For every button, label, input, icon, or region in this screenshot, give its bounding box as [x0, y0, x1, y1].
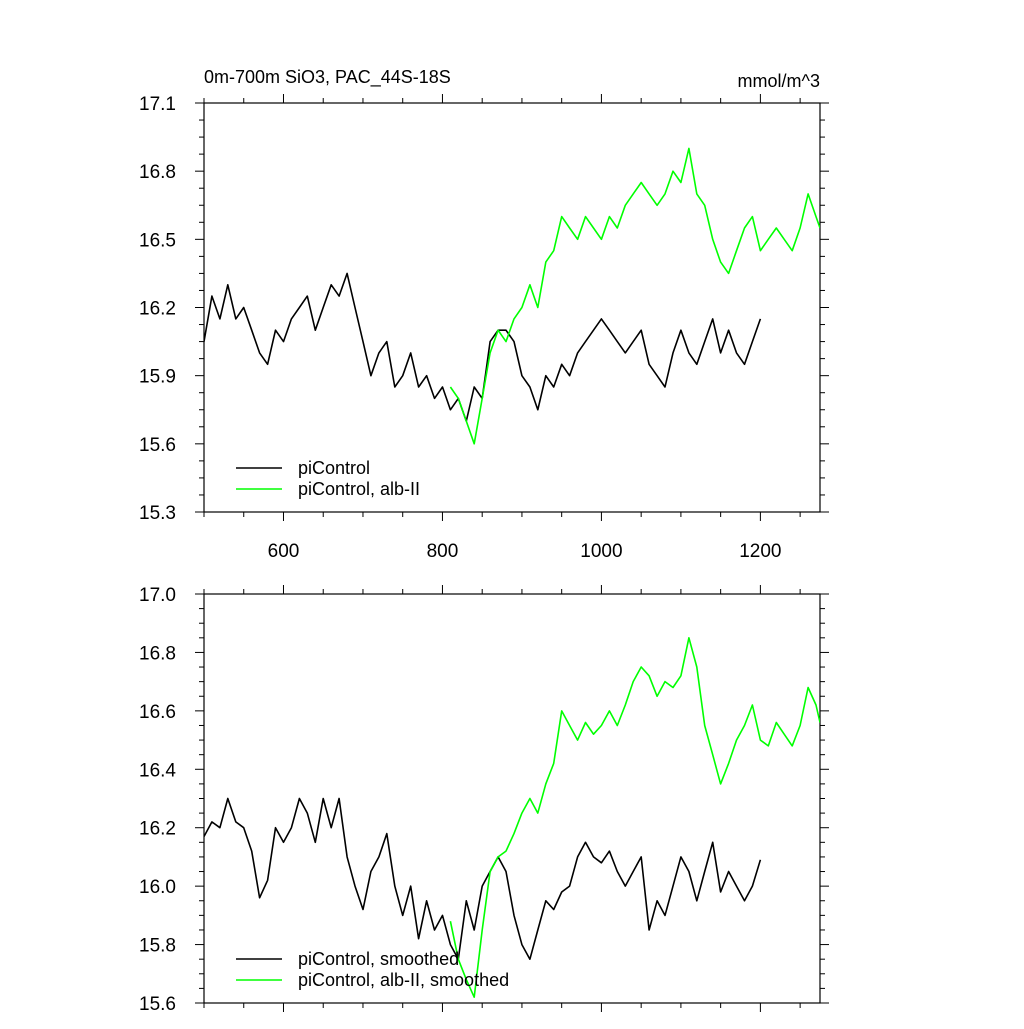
series-line-2 — [449, 147, 820, 445]
y-tick-label: 16.0 — [139, 877, 176, 898]
legend-label-2: piControl, alb-II, smoothed — [298, 970, 509, 990]
chart-title: 0m-700m SiO3, PAC_44S-18S — [204, 67, 451, 88]
y-tick-label: 16.8 — [139, 643, 176, 664]
y-tick-label: 15.9 — [139, 367, 176, 388]
y-tick-label: 15.8 — [139, 936, 176, 957]
x-tick-label: 1000 — [580, 541, 622, 562]
y-tick-label: 16.2 — [139, 299, 176, 320]
x-tick-label: 800 — [427, 541, 459, 562]
y-tick-label: 15.6 — [139, 435, 176, 456]
y-tick-label: 16.8 — [139, 162, 176, 183]
y-tick-label: 17.0 — [139, 585, 176, 606]
chart-panel-2: 15.6 15.8 16.0 16.2 16.4 16.6 16.8 17.0 piContro… — [139, 585, 829, 1015]
legend-label-1: piControl, smoothed — [298, 949, 459, 969]
y-tick-label: 16.2 — [139, 819, 176, 840]
y-tick-label: 15.3 — [139, 503, 176, 524]
y-tick-label: 16.6 — [139, 702, 176, 723]
legend-label-2: piControl, alb-II — [298, 479, 420, 499]
legend-label-1: piControl — [298, 458, 370, 478]
series-line-1 — [204, 797, 762, 961]
y-tick-label: 15.6 — [139, 994, 176, 1015]
x-tick-label: 600 — [268, 541, 300, 562]
series-line-2 — [449, 636, 820, 999]
y-tick-label: 17.1 — [139, 94, 176, 115]
x-tick-label: 1200 — [739, 541, 781, 562]
chart-units: mmol/m^3 — [738, 71, 820, 91]
plot-frame — [203, 593, 821, 1004]
y-tick-label: 16.4 — [139, 760, 176, 781]
y-tick-label: 16.5 — [139, 230, 176, 251]
plot-frame — [203, 102, 821, 513]
chart-panel-1: 600 800 1000 1200 15.3 15.6 15.9 16.2 16.5 16.8 17… — [139, 67, 829, 562]
